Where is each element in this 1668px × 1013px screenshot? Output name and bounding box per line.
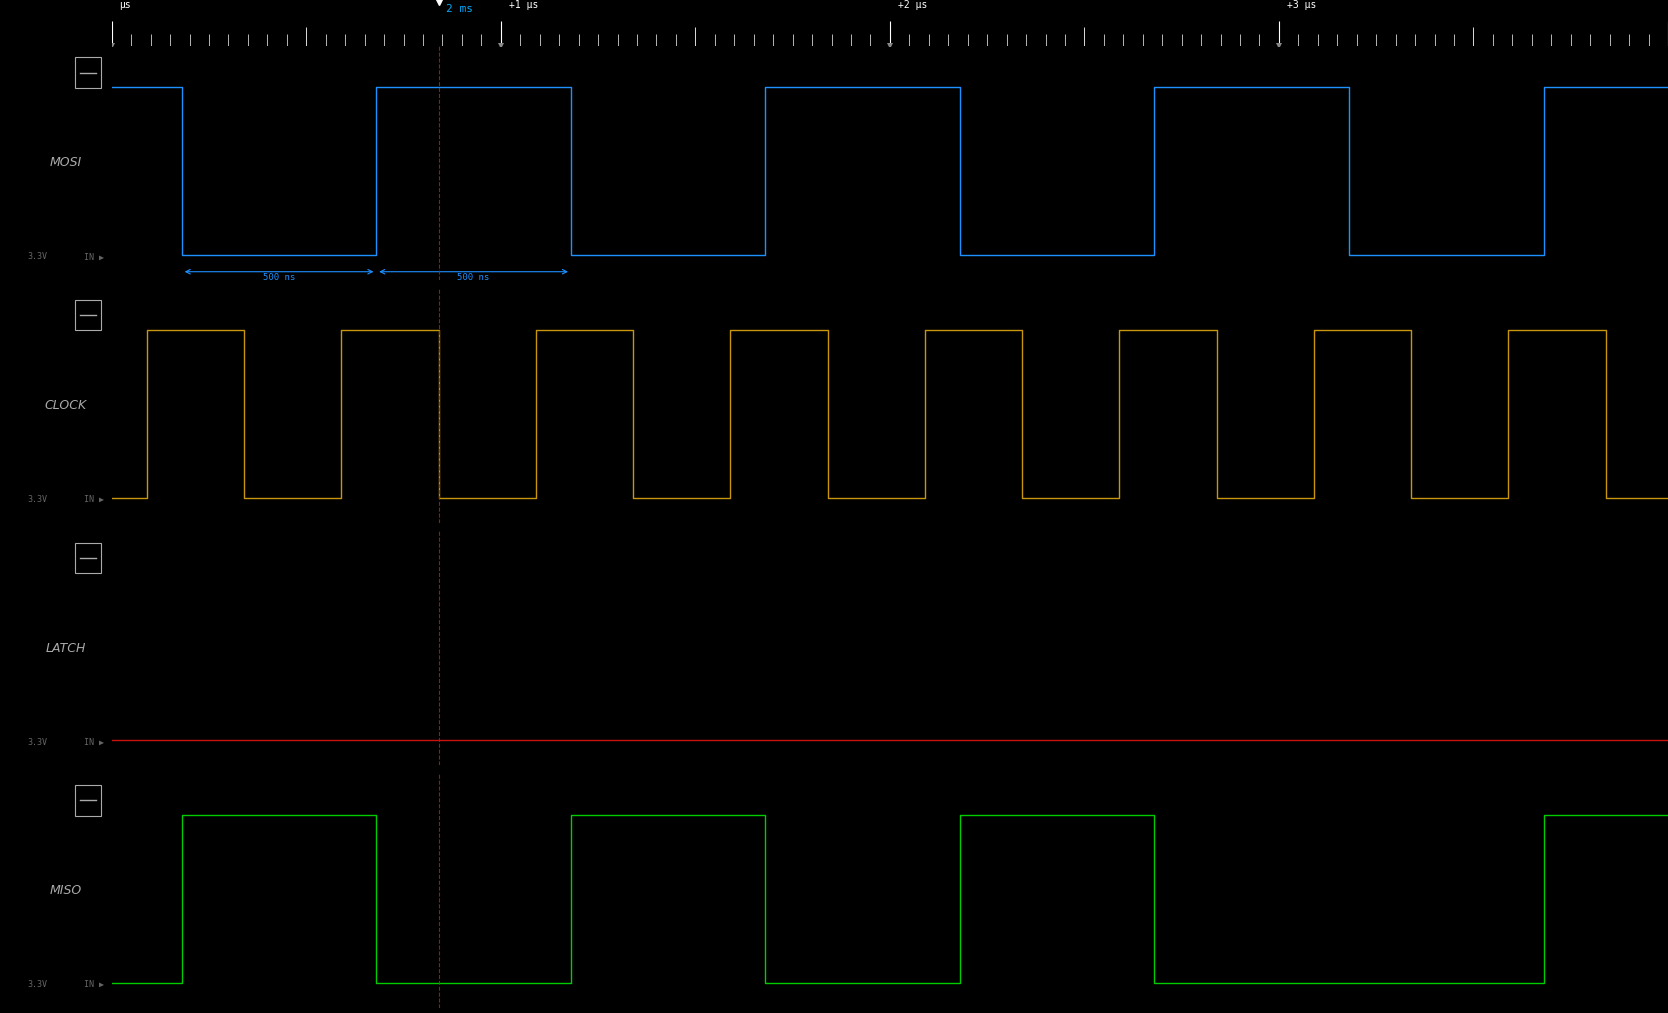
Text: 3.3V: 3.3V xyxy=(27,252,47,261)
Text: MOSI: MOSI xyxy=(50,156,82,169)
Text: +3 μs: +3 μs xyxy=(1286,0,1316,10)
Text: 3.3V: 3.3V xyxy=(27,495,47,503)
Text: IN ▶: IN ▶ xyxy=(85,495,105,503)
Text: CH 2: CH 2 xyxy=(5,395,15,415)
Text: 500 ns: 500 ns xyxy=(264,272,295,282)
Text: IN ▶: IN ▶ xyxy=(85,252,105,261)
Text: 500 ns: 500 ns xyxy=(457,272,490,282)
Text: CH 1: CH 1 xyxy=(5,153,15,173)
Text: μs: μs xyxy=(120,0,132,10)
Text: 3.3V: 3.3V xyxy=(27,737,47,747)
Text: +1 μs: +1 μs xyxy=(509,0,539,10)
Text: CH 3: CH 3 xyxy=(5,638,15,658)
Text: 2 ms: 2 ms xyxy=(447,4,474,13)
Text: CH 4: CH 4 xyxy=(5,880,15,901)
Text: LATCH: LATCH xyxy=(45,641,87,654)
Text: IN ▶: IN ▶ xyxy=(85,981,105,989)
Text: CLOCK: CLOCK xyxy=(45,399,87,412)
Text: +2 μs: +2 μs xyxy=(897,0,927,10)
Text: MISO: MISO xyxy=(50,884,82,898)
Text: 3.3V: 3.3V xyxy=(27,981,47,989)
Text: IN ▶: IN ▶ xyxy=(85,737,105,747)
